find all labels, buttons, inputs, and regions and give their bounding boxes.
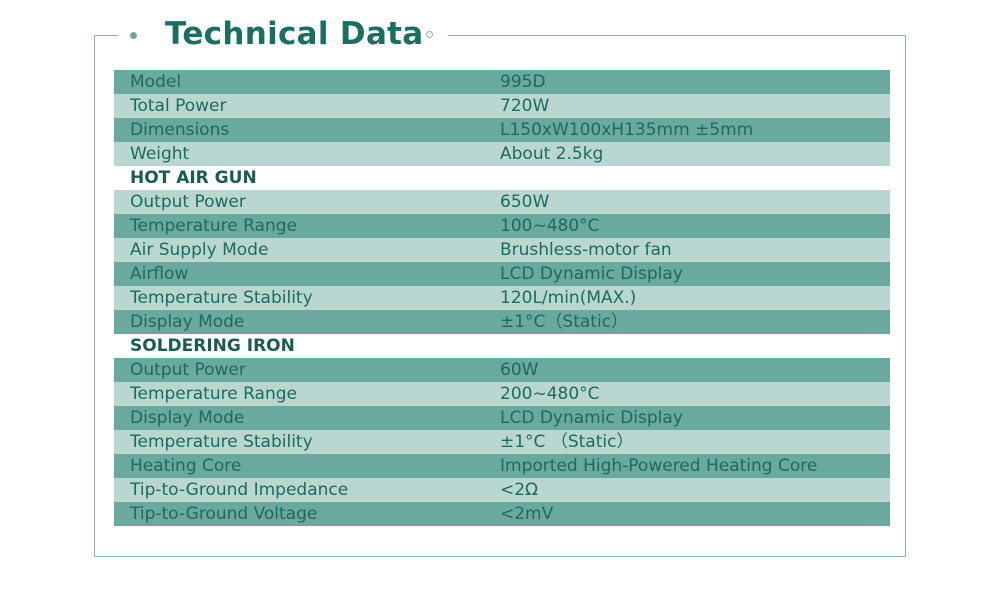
table-row: Temperature Stability ±1°C （Static） (114, 430, 890, 454)
spec-label: Temperature Stability (130, 288, 313, 308)
spec-value: 720W (500, 96, 550, 116)
section-title: SOLDERING IRON (130, 336, 295, 356)
table-row: Display Mode LCD Dynamic Display (114, 406, 890, 430)
section-header-row: HOT AIR GUN (114, 166, 890, 190)
table-row: Temperature Range 200~480°C (114, 382, 890, 406)
page-title: Technical Data (165, 16, 424, 52)
title-backdrop (118, 0, 448, 70)
spec-label: Air Supply Mode (130, 240, 269, 260)
spec-label: Display Mode (130, 312, 245, 332)
spec-label: Total Power (130, 96, 227, 116)
spec-value: 650W (500, 192, 550, 212)
table-row: Weight About 2.5kg (114, 142, 890, 166)
spec-value: 100~480°C (500, 216, 600, 236)
table-row: Output Power 650W (114, 190, 890, 214)
spec-label: Tip-to-Ground Impedance (130, 480, 349, 500)
spec-label: Heating Core (130, 456, 242, 476)
spec-value: ±1°C （Static） (500, 432, 634, 452)
spec-value: About 2.5kg (500, 144, 604, 164)
spec-label: Airflow (130, 264, 189, 284)
filled-dot-icon (130, 32, 137, 39)
spec-value: ±1°C（Static） (500, 312, 629, 332)
spec-label: Model (130, 72, 182, 92)
spec-frame (94, 35, 906, 557)
spec-label: Output Power (130, 360, 246, 380)
spec-value: <2Ω (500, 480, 539, 500)
spec-label: Temperature Stability (130, 432, 313, 452)
spec-label: Temperature Range (130, 384, 297, 404)
spec-label: Weight (130, 144, 190, 164)
spec-value: 200~480°C (500, 384, 600, 404)
table-row: Model 995D (114, 70, 890, 94)
spec-value: 60W (500, 360, 539, 380)
spec-value: L150xW100xH135mm ±5mm (500, 120, 754, 140)
spec-value: 995D (500, 72, 546, 92)
table-row: Air Supply Mode Brushless-motor fan (114, 238, 890, 262)
hollow-dot-icon (426, 31, 433, 38)
section-header-row: SOLDERING IRON (114, 334, 890, 358)
table-row: Tip-to-Ground Voltage <2mV (114, 502, 890, 526)
spec-value: LCD Dynamic Display (500, 408, 683, 428)
table-row: Total Power 720W (114, 94, 890, 118)
table-row: Heating Core Imported High-Powered Heatin… (114, 454, 890, 478)
table-row: Tip-to-Ground Impedance <2Ω (114, 478, 890, 502)
table-row: Output Power 60W (114, 358, 890, 382)
table-row: Airflow LCD Dynamic Display (114, 262, 890, 286)
spec-value: 120L/min(MAX.) (500, 288, 637, 308)
table-row: Temperature Range 100~480°C (114, 214, 890, 238)
table-row: Dimensions L150xW100xH135mm ±5mm (114, 118, 890, 142)
spec-table: Model 995D Total Power 720W Dimensions L150xW… (114, 70, 890, 526)
table-row: Temperature Stability 120L/min(MAX.) (114, 286, 890, 310)
spec-label: Tip-to-Ground Voltage (130, 504, 318, 524)
spec-value: Imported High-Powered Heating Core (500, 456, 818, 476)
table-row: Display Mode ±1°C（Static） (114, 310, 890, 334)
spec-label: Temperature Range (130, 216, 297, 236)
spec-label: Output Power (130, 192, 246, 212)
spec-value: Brushless-motor fan (500, 240, 672, 260)
spec-label: Dimensions (130, 120, 230, 140)
section-title: HOT AIR GUN (130, 168, 257, 188)
spec-label: Display Mode (130, 408, 245, 428)
spec-value: <2mV (500, 504, 554, 524)
spec-value: LCD Dynamic Display (500, 264, 683, 284)
